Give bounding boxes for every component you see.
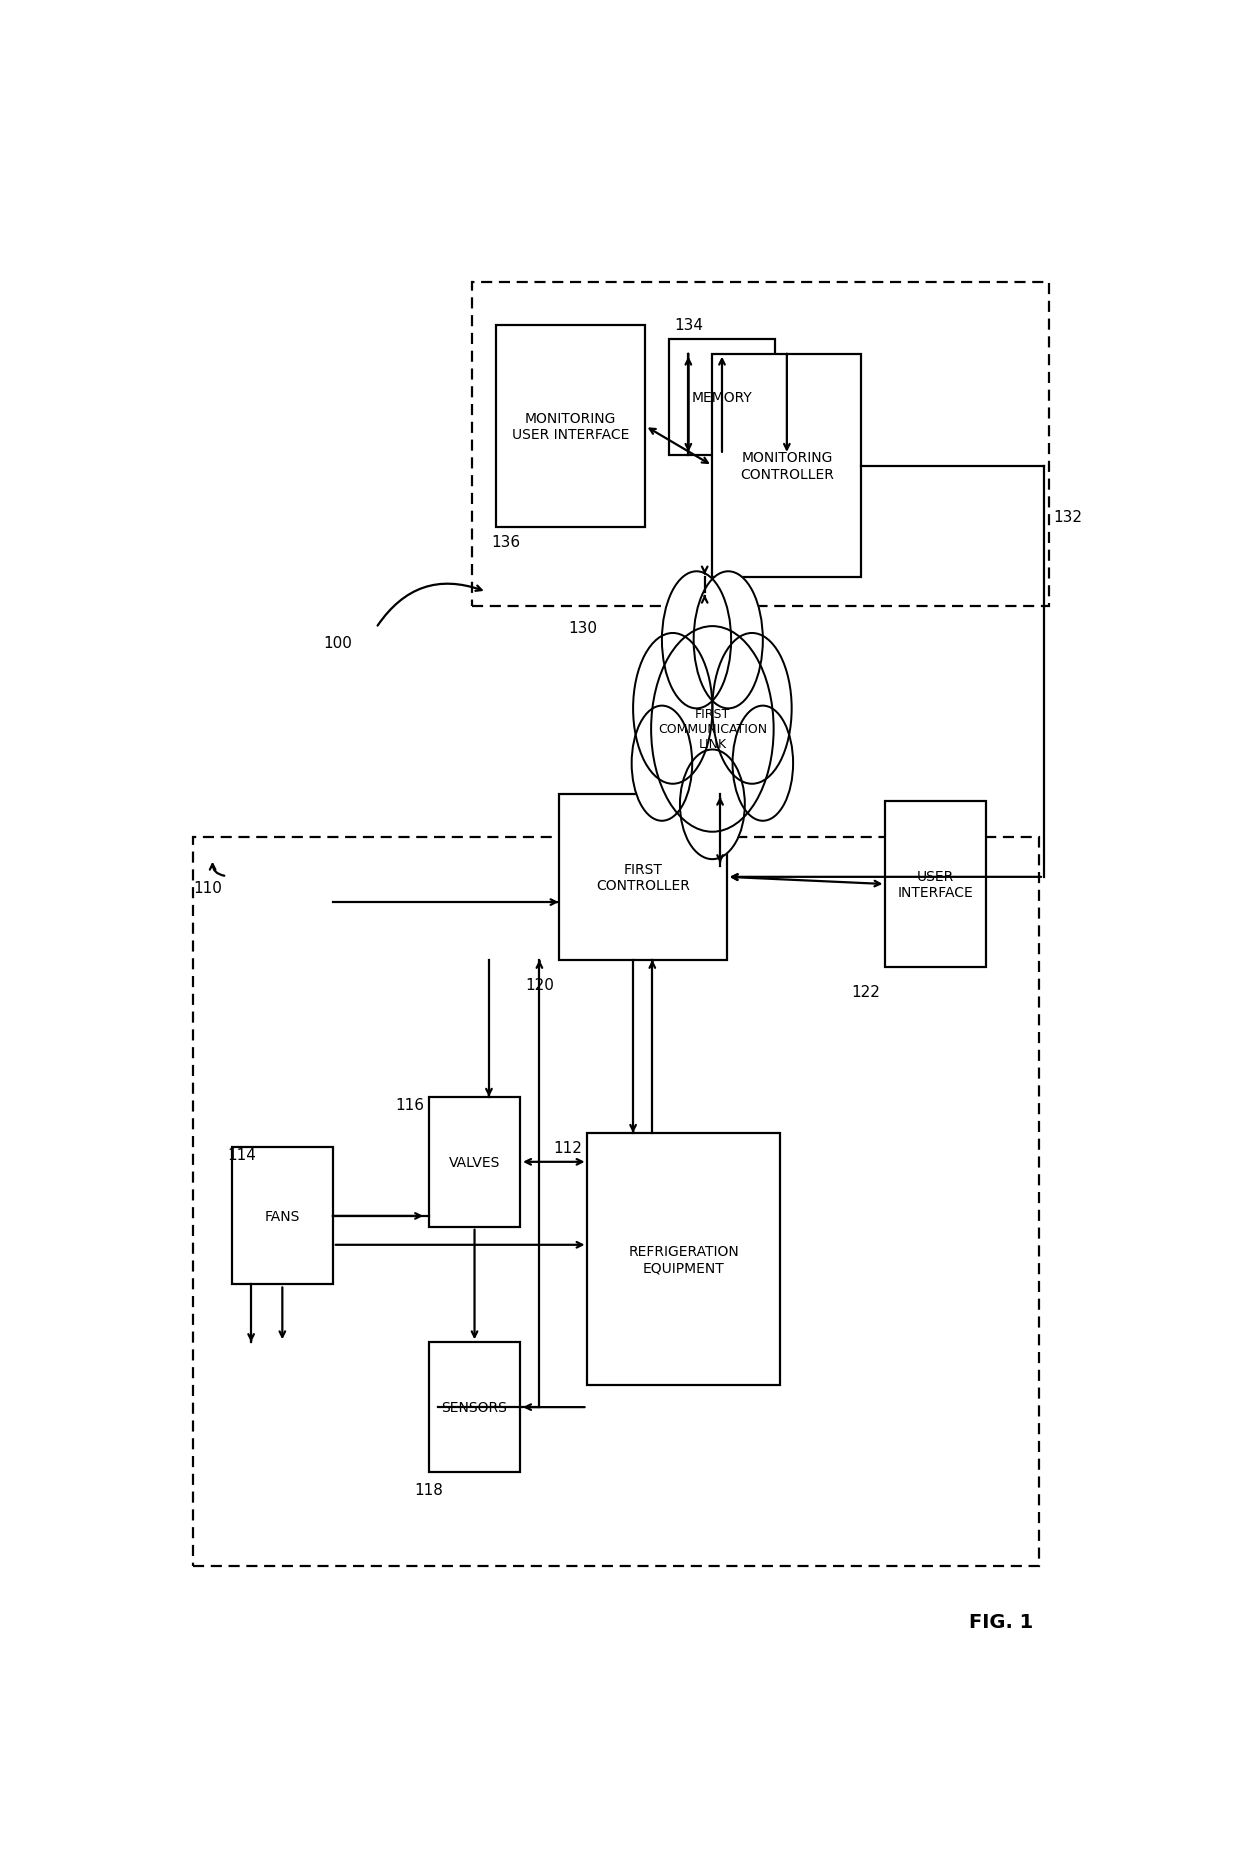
Ellipse shape xyxy=(631,706,692,822)
Text: FIG. 1: FIG. 1 xyxy=(968,1613,1033,1631)
FancyBboxPatch shape xyxy=(670,341,775,455)
Text: FANS: FANS xyxy=(264,1210,300,1223)
Text: REFRIGERATION
EQUIPMENT: REFRIGERATION EQUIPMENT xyxy=(629,1244,739,1276)
Ellipse shape xyxy=(712,633,791,785)
FancyBboxPatch shape xyxy=(712,354,862,579)
Text: USER
INTERFACE: USER INTERFACE xyxy=(898,869,973,899)
FancyBboxPatch shape xyxy=(588,1133,780,1386)
Text: FIRST
CONTROLLER: FIRST CONTROLLER xyxy=(595,862,689,892)
FancyBboxPatch shape xyxy=(429,1343,521,1472)
FancyBboxPatch shape xyxy=(496,326,645,528)
FancyBboxPatch shape xyxy=(885,802,986,968)
Text: 100: 100 xyxy=(324,635,352,650)
Text: VALVES: VALVES xyxy=(449,1156,500,1169)
Ellipse shape xyxy=(680,749,745,860)
Text: 114: 114 xyxy=(227,1148,255,1163)
Text: 110: 110 xyxy=(193,880,222,895)
Text: 136: 136 xyxy=(491,536,521,551)
Ellipse shape xyxy=(651,627,774,832)
FancyBboxPatch shape xyxy=(429,1098,521,1227)
Text: MONITORING
CONTROLLER: MONITORING CONTROLLER xyxy=(740,451,833,481)
Text: 122: 122 xyxy=(852,985,880,1000)
Ellipse shape xyxy=(634,633,712,785)
Ellipse shape xyxy=(693,571,763,710)
Text: 116: 116 xyxy=(396,1098,424,1113)
Text: 132: 132 xyxy=(1054,509,1083,524)
Text: MEMORY: MEMORY xyxy=(692,391,753,405)
Ellipse shape xyxy=(733,706,794,822)
FancyBboxPatch shape xyxy=(232,1148,332,1285)
Text: SENSORS: SENSORS xyxy=(441,1401,507,1414)
Text: 120: 120 xyxy=(525,978,554,993)
Text: 130: 130 xyxy=(568,622,596,637)
Text: 118: 118 xyxy=(414,1482,444,1497)
FancyBboxPatch shape xyxy=(558,794,727,961)
Text: 112: 112 xyxy=(554,1141,583,1156)
Text: 134: 134 xyxy=(675,318,703,333)
Ellipse shape xyxy=(662,571,732,710)
Text: FIRST
COMMUNICATION
LINK: FIRST COMMUNICATION LINK xyxy=(657,708,768,751)
Text: MONITORING
USER INTERFACE: MONITORING USER INTERFACE xyxy=(512,412,630,442)
